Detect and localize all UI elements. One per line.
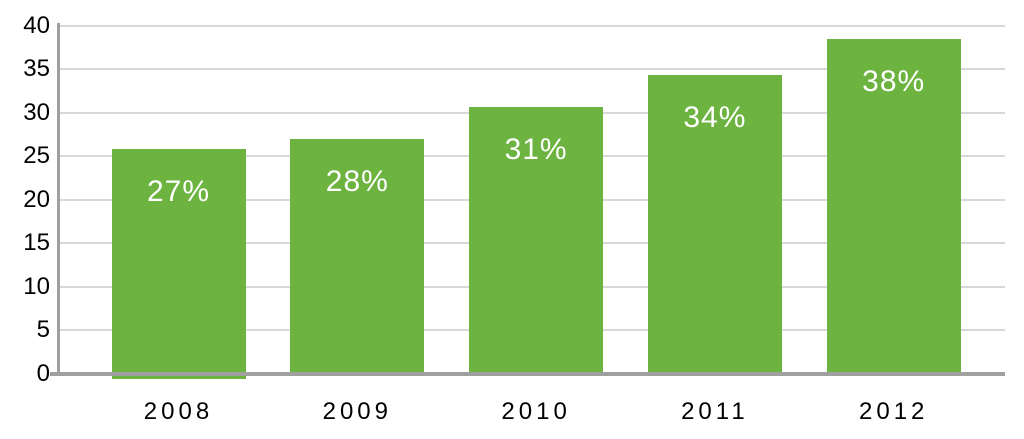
gridline-y-40 bbox=[57, 24, 1005, 27]
bar-2010: 31% bbox=[469, 107, 604, 374]
x-axis-label: 2009 bbox=[322, 398, 392, 425]
bar-value-label: 27% bbox=[146, 175, 211, 209]
y-axis-label: 35 bbox=[23, 55, 50, 83]
x-axis-label: 2012 bbox=[858, 398, 929, 425]
x-axis-label: 2008 bbox=[143, 398, 214, 425]
y-axis-label: 40 bbox=[23, 11, 50, 39]
bar-value-label: 28% bbox=[325, 164, 389, 198]
y-axis-label: 0 bbox=[36, 360, 50, 387]
y-axis-label: 25 bbox=[23, 142, 50, 170]
bar-value-label: 34% bbox=[683, 101, 747, 135]
bar-2012: 38% bbox=[826, 39, 961, 374]
y-axis-label: 10 bbox=[23, 272, 50, 300]
x-axis-line bbox=[50, 372, 1005, 376]
y-axis-label: 30 bbox=[23, 98, 50, 126]
y-axis-line bbox=[57, 23, 60, 376]
bar-value-label: 31% bbox=[504, 133, 568, 167]
x-axis-label: 2010 bbox=[501, 398, 571, 425]
bar-value-label: 38% bbox=[862, 65, 926, 99]
x-axis-label: 2011 bbox=[681, 398, 749, 425]
y-axis-label: 20 bbox=[23, 185, 50, 213]
y-axis-label: 5 bbox=[36, 316, 50, 344]
y-axis-label: 15 bbox=[23, 229, 50, 257]
bar-2011: 34% bbox=[647, 75, 782, 374]
bar-2009: 28% bbox=[290, 138, 425, 374]
bar-2008: 27% bbox=[111, 149, 246, 379]
gridline-y-35 bbox=[57, 68, 1005, 71]
